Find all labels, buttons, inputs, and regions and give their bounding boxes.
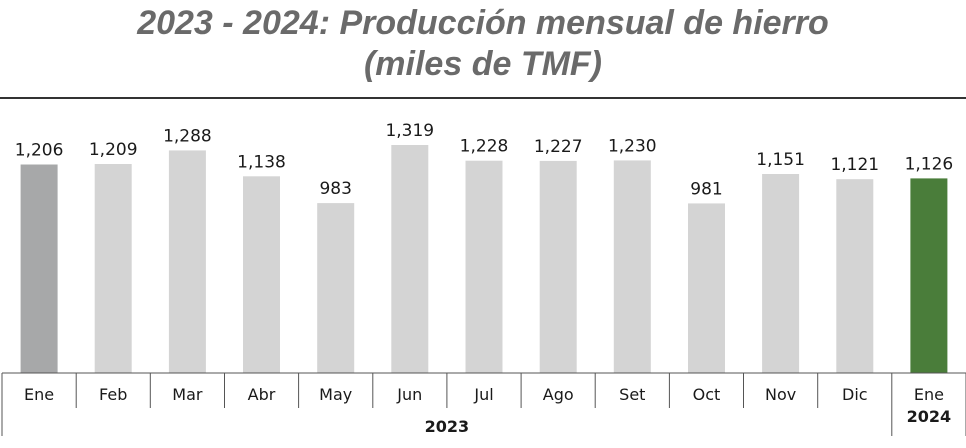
category-label-3: Abr [248, 385, 276, 404]
category-label-7: Ago [543, 385, 574, 404]
category-label-4: May [319, 385, 352, 404]
category-label-6: Jul [473, 385, 493, 404]
category-label-12: Ene [914, 385, 944, 404]
bar-3 [243, 176, 280, 373]
data-label-10: 1,151 [756, 150, 805, 170]
bar-0 [20, 164, 58, 373]
data-label-11: 1,121 [830, 155, 879, 175]
chart-title: 2023 - 2024: Producción mensual de hierr… [136, 4, 829, 42]
bar-1 [94, 164, 132, 373]
bar-7 [539, 160, 577, 373]
data-label-5: 1,319 [385, 121, 434, 141]
category-axis: Ene Feb Mar Abr May Jun Jul Ago Set Oct Nov Dic Ene 2… [1, 372, 966, 436]
data-label-9: 981 [690, 179, 722, 199]
data-label-6: 1,228 [460, 137, 509, 157]
data-label-3: 1,138 [237, 152, 286, 172]
data-label-1: 1,209 [89, 140, 138, 160]
category-label-8: Set [619, 385, 645, 404]
category-label-11: Dic [842, 385, 868, 404]
data-label-2: 1,288 [163, 126, 212, 146]
category-label-2: Mar [172, 385, 203, 404]
bar-2 [168, 150, 206, 373]
bar-10 [762, 174, 800, 373]
bar-6 [465, 160, 503, 373]
category-label-9: Oct [693, 385, 721, 404]
data-label-7: 1,227 [534, 137, 583, 157]
chart-subtitle: (miles de TMF) [364, 45, 602, 83]
bar-8 [613, 160, 651, 373]
bar-9 [688, 203, 725, 373]
year-label-2024: 2024 [907, 407, 952, 426]
data-label-8: 1,230 [608, 136, 657, 156]
category-label-5: Jun [396, 385, 422, 404]
bar-5 [391, 145, 429, 373]
data-label-4: 983 [319, 179, 351, 199]
data-label-0: 1,206 [15, 141, 64, 161]
bar-11 [836, 179, 874, 373]
category-label-10: Nov [765, 385, 796, 404]
data-label-12: 1,126 [905, 154, 954, 174]
bars-group: 1,206 1,209 1,288 1,138 983 1,319 1,228 1,227 1,… [15, 121, 953, 373]
category-label-0: Ene [24, 385, 54, 404]
bar-4 [317, 203, 355, 373]
bar-12 [910, 178, 948, 373]
year-label-2023: 2023 [425, 417, 470, 436]
category-label-1: Feb [99, 385, 127, 404]
